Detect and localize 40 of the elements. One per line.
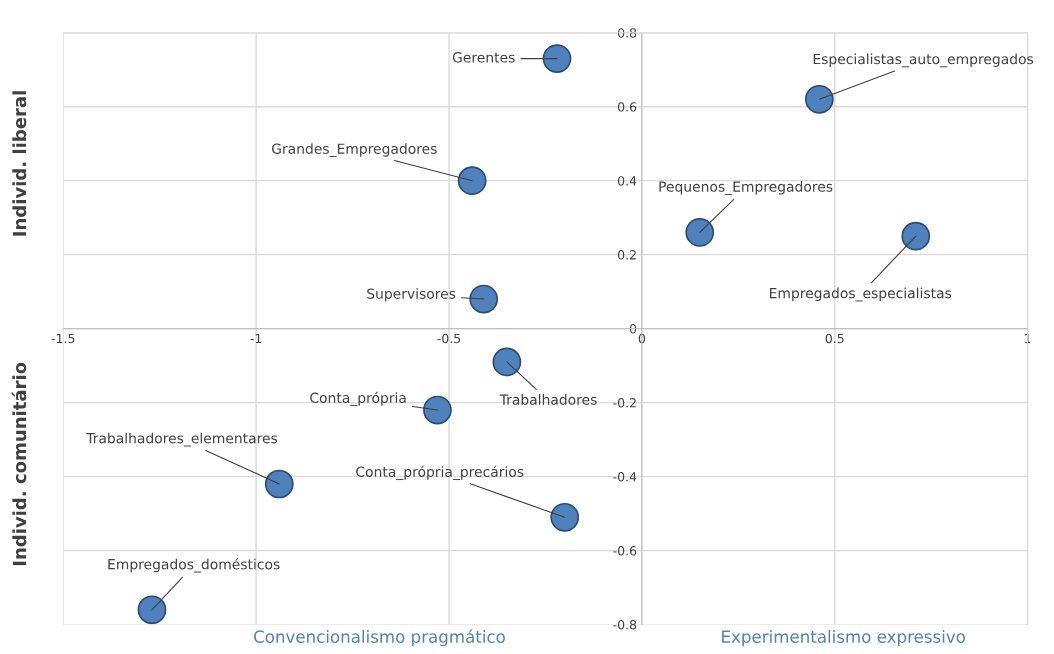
point: [542, 44, 572, 73]
annotation: Pequenos_Empregadores: [659, 181, 833, 195]
text: Individ. liberal: [12, 91, 27, 236]
y-tick-label: -0.2: [613, 398, 636, 408]
text: Experimentalismo expressivo: [722, 630, 965, 647]
point: [492, 347, 522, 377]
x-tick-label: -1.5: [51, 333, 75, 344]
point: [264, 469, 294, 499]
y-tick-label: -0.6: [613, 546, 637, 556]
point: [457, 166, 487, 196]
y-tick-label: 0.4: [617, 176, 637, 186]
y-tick-label: 0.2: [617, 250, 636, 260]
x-tick-label: -0.5: [437, 333, 461, 344]
annotation: Gerentes: [452, 52, 515, 63]
point: [423, 395, 452, 425]
y-tick-label: -0.4: [613, 472, 637, 482]
point: [804, 84, 834, 114]
y-tick-label: 0.8: [617, 28, 637, 38]
x-tick-label: 0.5: [825, 333, 844, 344]
annotation: Grandes_Empregadores: [271, 143, 437, 158]
x-tick-label: 0: [638, 333, 646, 344]
point: [469, 284, 499, 314]
point: [550, 502, 580, 532]
x-tick-label: 1: [1025, 333, 1031, 343]
point: [137, 595, 167, 625]
annotation: Trabalhadores_elementares: [86, 432, 278, 447]
point: [901, 221, 931, 251]
annotation: Supervisores: [367, 288, 456, 302]
point: [685, 218, 715, 247]
x-tick-label: -1: [250, 333, 262, 343]
annotation: Conta_própria: [310, 391, 406, 407]
annotation: Especialistas_auto_empregados: [813, 53, 1034, 68]
y-tick-label: 0.6: [617, 102, 637, 112]
annotation: Empregados_domésticos: [108, 558, 280, 573]
text: Individ. comunitário: [11, 362, 27, 566]
annotation: Conta_própria_precários: [356, 465, 524, 481]
annotation: Empregados_especialistas: [769, 287, 952, 302]
y-tick-label: -0.8: [613, 620, 637, 630]
text: Convencionalismo pragmático: [254, 629, 505, 647]
annotation: Trabalhadores: [499, 394, 597, 405]
